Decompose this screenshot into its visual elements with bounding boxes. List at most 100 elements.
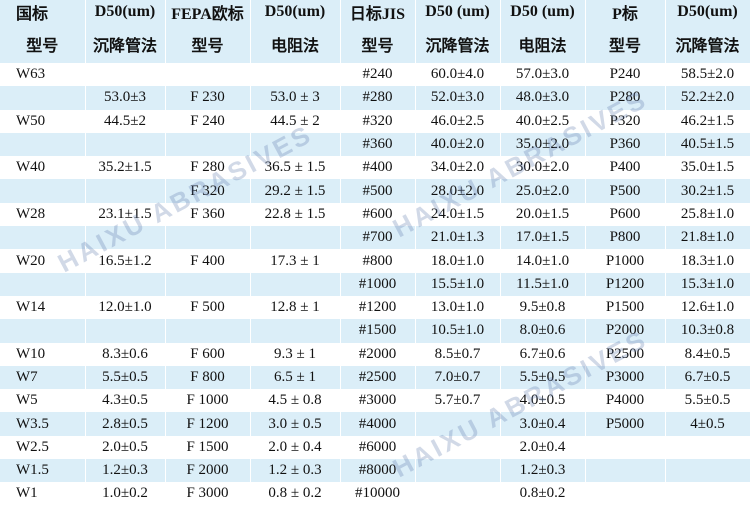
- table-cell: 6.7±0.5: [665, 365, 750, 390]
- table-cell: F 280: [165, 156, 251, 180]
- table-cell: 1.2±0.3: [85, 459, 166, 483]
- table-cell: 0.8±0.2: [500, 482, 586, 506]
- table-row: 国标 D50(um) FEPA欧标 D50(um) 日标JIS D50 (um) D50 (…: [0, 0, 750, 24]
- table-row: #1500 10.5±1.0 8.0±0.6 P2000 10.3±0.8: [0, 319, 750, 343]
- table-cell: P1500: [585, 295, 666, 320]
- table-row: W50 44.5±2 F 240 44.5 ± 2 #320 46.0±2.5 40.0±2…: [0, 109, 750, 133]
- table-cell: W1: [0, 482, 86, 506]
- table-cell: [250, 132, 341, 157]
- table-cell: W10: [0, 342, 86, 366]
- table-cell: 5.7±0.7: [415, 389, 501, 413]
- table-cell: W5: [0, 389, 86, 413]
- table-cell: 29.2 ± 1.5: [250, 179, 341, 203]
- table-cell: [165, 132, 251, 157]
- table-cell: D50(um): [250, 0, 341, 24]
- table-cell: P280: [585, 86, 666, 110]
- table-cell: #800: [340, 249, 416, 273]
- table-cell: 5.5±0.5: [500, 365, 586, 390]
- table-cell: 型号: [585, 24, 666, 63]
- table-cell: [0, 179, 86, 203]
- table-cell: F 240: [165, 109, 251, 133]
- table-cell: #2500: [340, 365, 416, 390]
- table-cell: 25.0±2.0: [500, 179, 586, 203]
- table-cell: 22.8 ± 1.5: [250, 202, 341, 227]
- table-cell: [0, 86, 86, 110]
- table-cell: 8.4±0.5: [665, 342, 750, 366]
- table-cell: 40.0±2.5: [500, 109, 586, 133]
- table-cell: 型号: [0, 24, 86, 63]
- table-cell: P5000: [585, 412, 666, 436]
- table-cell: 沉降管法: [415, 24, 501, 63]
- table-cell: F 1000: [165, 389, 251, 413]
- table-cell: #240: [340, 63, 416, 87]
- table-row: W2.5 2.0±0.5 F 1500 2.0 ± 0.4 #6000 2.0±0.4: [0, 435, 750, 460]
- table-cell: 国标: [0, 0, 86, 24]
- table-cell: [415, 435, 501, 460]
- table-cell: P600: [585, 202, 666, 227]
- table-cell: #4000: [340, 412, 416, 436]
- table-cell: 46.2±1.5: [665, 109, 750, 133]
- table-cell: 10.5±1.0: [415, 319, 501, 343]
- table-cell: 3.0 ± 0.5: [250, 412, 341, 436]
- table-cell: 35.0±2.0: [500, 132, 586, 157]
- table-row: 型号 沉降管法 型号 电阻法 型号 沉降管法 电阻法 型号 沉降管法: [0, 24, 750, 63]
- table-cell: [165, 226, 251, 250]
- table-cell: [665, 482, 750, 506]
- table-cell: [165, 319, 251, 343]
- table-cell: 28.0±2.0: [415, 179, 501, 203]
- table-cell: [165, 63, 251, 87]
- table-row: W20 16.5±1.2 F 400 17.3 ± 1 #800 18.0±1.0 14.0…: [0, 249, 750, 273]
- table-cell: W63: [0, 63, 86, 87]
- table-row: W63 #240 60.0±4.0 57.0±3.0 P240 58.5±2.0: [0, 63, 750, 87]
- table-cell: [85, 179, 166, 203]
- table-cell: 15.5±1.0: [415, 272, 501, 296]
- table-cell: 4.5 ± 0.8: [250, 389, 341, 413]
- table-cell: 16.5±1.2: [85, 249, 166, 273]
- table-cell: 58.5±2.0: [665, 63, 750, 87]
- table-cell: P400: [585, 156, 666, 180]
- table-row: F 320 29.2 ± 1.5 #500 28.0±2.0 25.0±2.0 P500 3…: [0, 179, 750, 203]
- table-cell: #6000: [340, 435, 416, 460]
- table-cell: [85, 319, 166, 343]
- table-cell: #10000: [340, 482, 416, 506]
- table-cell: 18.0±1.0: [415, 249, 501, 273]
- table-cell: 25.8±1.0: [665, 202, 750, 227]
- table-body: 国标 D50(um) FEPA欧标 D50(um) 日标JIS D50 (um) D50 (…: [0, 0, 750, 506]
- table-cell: W40: [0, 156, 86, 180]
- table-cell: D50(um): [665, 0, 750, 24]
- table-cell: F 500: [165, 295, 251, 320]
- table-cell: [585, 435, 666, 460]
- table-cell: 电阻法: [500, 24, 586, 63]
- table-cell: 35.0±1.5: [665, 156, 750, 180]
- table-cell: [85, 226, 166, 250]
- table-cell: 4±0.5: [665, 412, 750, 436]
- table-cell: P2000: [585, 319, 666, 343]
- table-row: W1 1.0±0.2 F 3000 0.8 ± 0.2 #10000 0.8±0.2: [0, 482, 750, 506]
- table-cell: 20.0±1.5: [500, 202, 586, 227]
- table-cell: 4.0±0.5: [500, 389, 586, 413]
- table-cell: F 1200: [165, 412, 251, 436]
- table-row: #360 40.0±2.0 35.0±2.0 P360 40.5±1.5: [0, 132, 750, 157]
- table-cell: P240: [585, 63, 666, 87]
- table-cell: 12.8 ± 1: [250, 295, 341, 320]
- table-cell: #280: [340, 86, 416, 110]
- grit-table: 国标 D50(um) FEPA欧标 D50(um) 日标JIS D50 (um) D50 (…: [0, 0, 750, 506]
- table-cell: W2.5: [0, 435, 86, 460]
- table-cell: F 2000: [165, 459, 251, 483]
- table-cell: 型号: [165, 24, 251, 63]
- table-cell: 57.0±3.0: [500, 63, 586, 87]
- table-cell: P1000: [585, 249, 666, 273]
- table-cell: 60.0±4.0: [415, 63, 501, 87]
- table-cell: P320: [585, 109, 666, 133]
- table-cell: [250, 319, 341, 343]
- table-cell: 53.0±3: [85, 86, 166, 110]
- table-cell: F 3000: [165, 482, 251, 506]
- table-cell: W50: [0, 109, 86, 133]
- table-cell: [85, 272, 166, 296]
- table-cell: 12.6±1.0: [665, 295, 750, 320]
- table-row: #700 21.0±1.3 17.0±1.5 P800 21.8±1.0: [0, 226, 750, 250]
- table-cell: 2.8±0.5: [85, 412, 166, 436]
- table-cell: [0, 226, 86, 250]
- table-cell: 40.0±2.0: [415, 132, 501, 157]
